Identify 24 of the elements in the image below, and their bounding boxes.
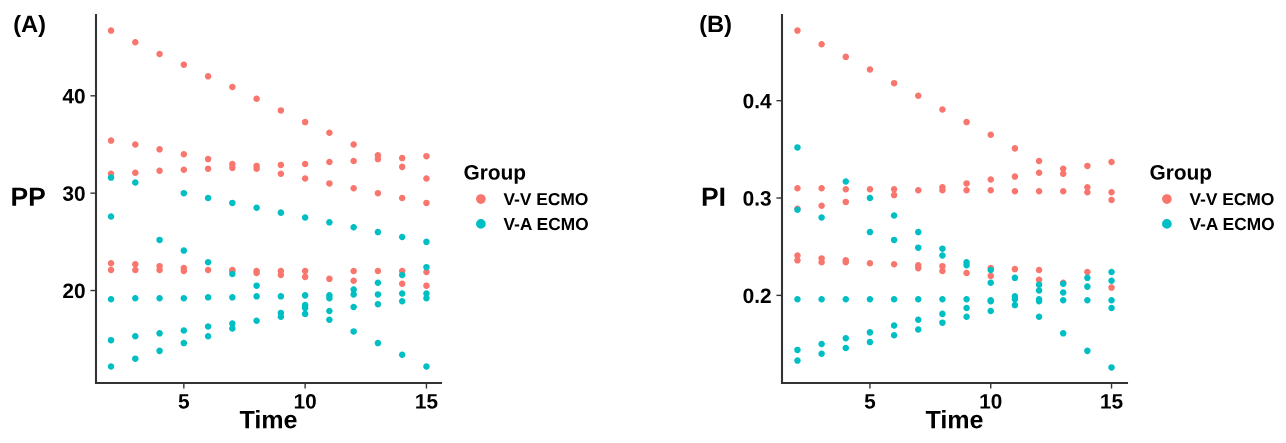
legend-label: V-V ECMO (1189, 192, 1274, 206)
y-tick-label: 0.4 (743, 93, 772, 109)
legend-title: Group (1150, 164, 1212, 184)
legend-label: V-V ECMO (503, 192, 588, 206)
chart-title: (B) (700, 15, 731, 38)
x-tick-label: 15 (1101, 394, 1123, 409)
y-tick-label: 40 (62, 88, 85, 104)
x-tick-label: 5 (178, 394, 190, 409)
x-tick-label: 5 (864, 394, 876, 409)
x-tick-label: 15 (416, 394, 438, 409)
y-tick-label: 0.3 (743, 191, 771, 206)
y-tick-label: 30 (62, 186, 85, 201)
x-axis-title: Time (239, 410, 297, 429)
y-tick-label: 0.2 (743, 288, 771, 304)
y-axis-title: PI (702, 187, 725, 206)
y-axis-title: PP (12, 187, 45, 206)
x-tick-label: 10 (294, 393, 316, 409)
chart-title: (A) (14, 15, 45, 38)
x-axis-title: Time (925, 410, 983, 429)
legend-label: V-A ECMO (503, 217, 588, 231)
x-tick-label: 10 (980, 393, 1002, 409)
legend-label: V-A ECMO (1189, 217, 1274, 231)
legend-title: Group (464, 164, 526, 184)
y-tick-label: 20 (63, 283, 85, 299)
